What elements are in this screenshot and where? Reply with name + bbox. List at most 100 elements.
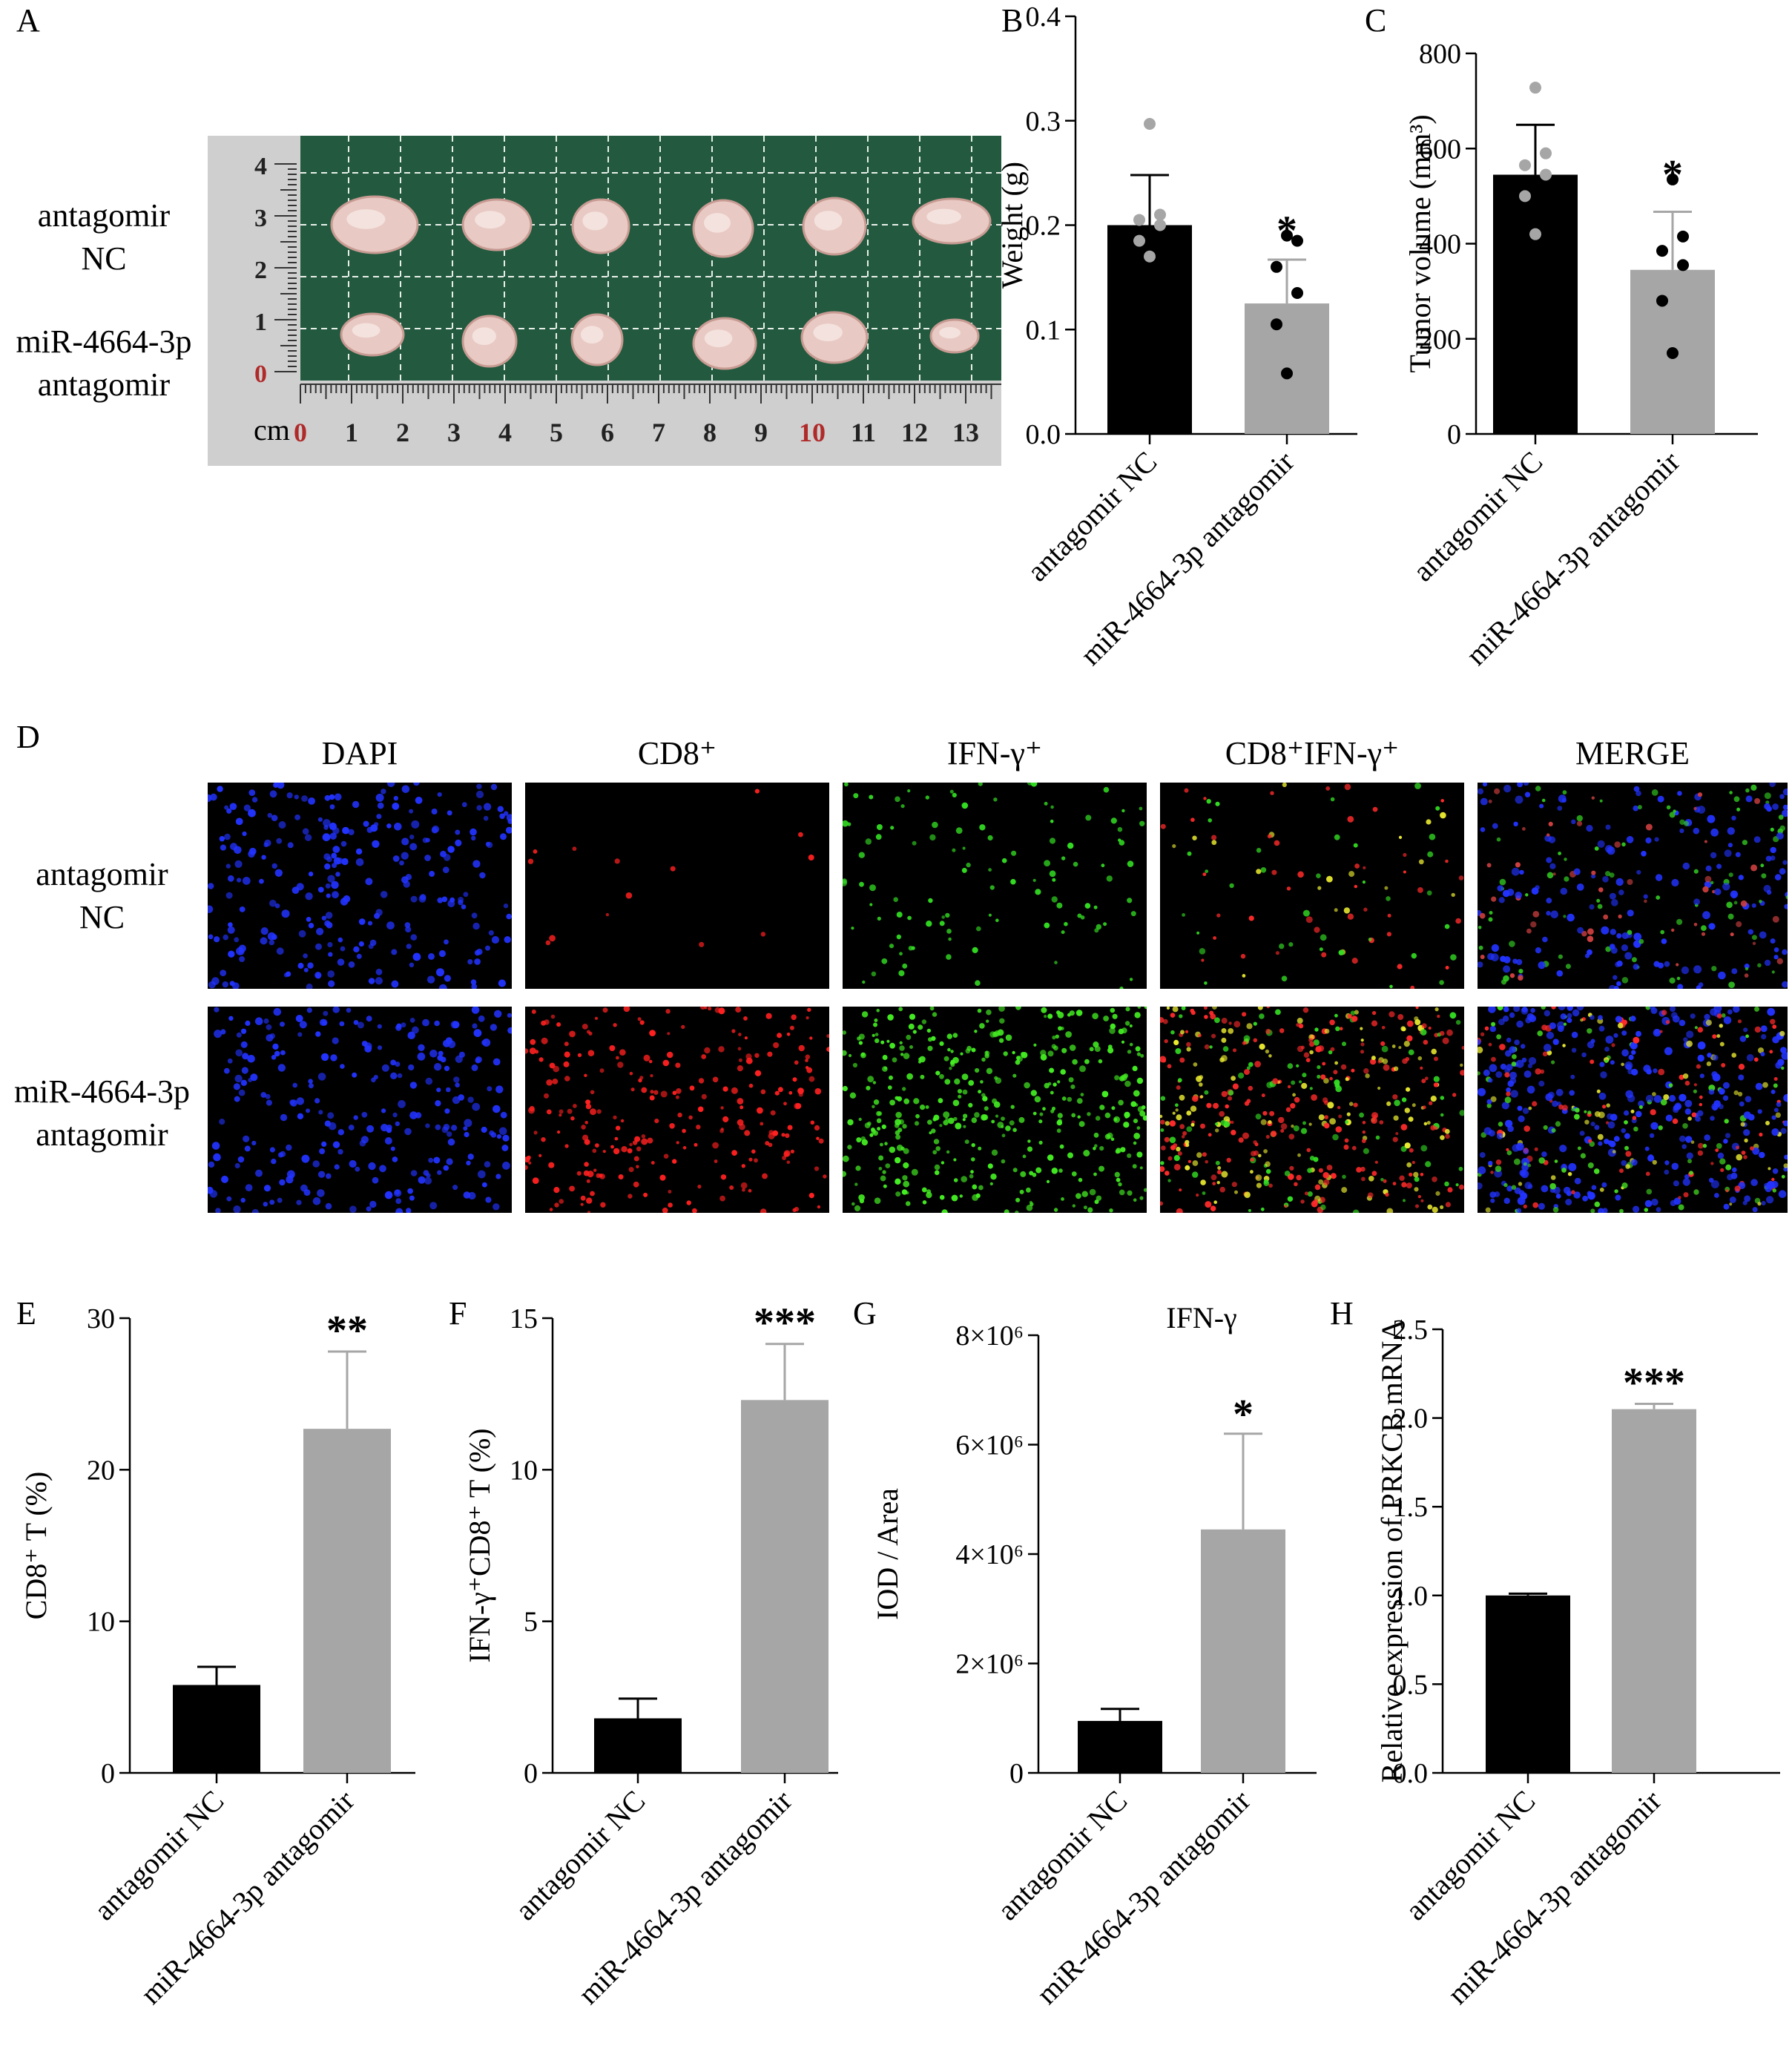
cell-dot <box>946 954 952 960</box>
cell-dot <box>1506 1064 1513 1071</box>
cell-dot <box>306 983 313 989</box>
cell-dot <box>1460 1070 1464 1076</box>
cell-dot <box>1381 1045 1389 1053</box>
cell-dot <box>1693 965 1702 974</box>
cell-dot <box>928 898 933 904</box>
cell-dot <box>896 912 903 918</box>
cell-dot <box>1308 1122 1312 1126</box>
cell-dot <box>1503 975 1509 982</box>
cell-dot <box>1429 833 1436 840</box>
cell-dot <box>629 1142 633 1147</box>
cell-dot <box>1597 904 1603 909</box>
cell-dot <box>391 980 399 988</box>
cell-dot <box>843 1050 847 1056</box>
cell-dot <box>861 1011 869 1018</box>
cell-dot <box>334 1164 340 1170</box>
cell-dot <box>1303 1052 1310 1058</box>
cell-dot <box>676 1088 682 1094</box>
cell-dot <box>1626 836 1634 843</box>
cell-dot <box>1137 1007 1141 1009</box>
data-point <box>1529 82 1541 94</box>
cell-dot <box>1012 1128 1017 1133</box>
cell-dot <box>777 1033 783 1039</box>
cell-dot <box>227 926 235 934</box>
cell-dot <box>623 1007 630 1013</box>
data-point <box>1519 190 1531 203</box>
cell-dot <box>1576 820 1583 826</box>
cell-dot <box>1440 799 1444 803</box>
cell-dot <box>1403 852 1407 858</box>
cell-dot <box>1690 1013 1696 1019</box>
cell-dot <box>1098 1165 1104 1172</box>
cell-dot <box>1109 1208 1113 1213</box>
cell-dot <box>298 929 306 938</box>
cell-dot <box>1015 1210 1019 1213</box>
cell-dot <box>1263 1179 1269 1185</box>
cell-dot <box>386 823 392 829</box>
cell-dot <box>1581 1052 1587 1058</box>
cell-dot <box>1003 1051 1008 1056</box>
cell-dot <box>898 1007 903 1012</box>
cell-dot <box>1783 1163 1788 1168</box>
cell-dot <box>376 814 382 820</box>
cell-dot <box>1133 1119 1139 1124</box>
cell-dot <box>1584 1119 1590 1125</box>
cell-dot <box>1671 1012 1678 1018</box>
cell-dot <box>1210 1205 1216 1211</box>
cell-dot <box>381 1108 386 1113</box>
cell-dot <box>941 1161 945 1165</box>
cell-dot <box>1509 1077 1517 1085</box>
cell-dot <box>1633 964 1639 970</box>
cell-dot <box>1221 1018 1228 1024</box>
cell-dot <box>1515 1059 1524 1068</box>
cell-dot <box>358 941 364 947</box>
cell-dot <box>961 802 969 809</box>
cell-dot <box>1161 1145 1166 1151</box>
cell-dot <box>1109 1027 1116 1034</box>
panel-letter-b: B <box>1001 2 1024 39</box>
cell-dot <box>882 1055 888 1060</box>
cell-dot <box>1664 961 1670 967</box>
cell-dot <box>1644 899 1647 904</box>
cell-dot <box>1040 1050 1047 1056</box>
cell-dot <box>366 1125 375 1133</box>
cell-dot <box>332 863 337 869</box>
cell-dot <box>1167 1156 1173 1161</box>
cell-dot <box>405 926 412 933</box>
cell-dot <box>237 1156 245 1163</box>
cell-dot <box>1317 1074 1321 1079</box>
cell-dot <box>903 1162 909 1169</box>
cell-dot <box>1398 1046 1402 1050</box>
cell-dot <box>921 1019 927 1024</box>
cell-dot <box>476 805 482 811</box>
cell-dot <box>1701 932 1706 936</box>
cell-dot <box>960 1052 963 1056</box>
cell-dot <box>951 1194 958 1202</box>
cell-dot <box>854 1182 858 1186</box>
cell-dot <box>1202 1152 1207 1157</box>
cell-dot <box>980 1080 984 1084</box>
cell-dot <box>1777 1059 1785 1066</box>
cell-dot <box>880 1040 885 1044</box>
cell-dot <box>1627 929 1633 935</box>
cell-dot <box>208 1161 215 1168</box>
cell-dot <box>1403 1041 1410 1047</box>
cell-dot <box>367 921 373 926</box>
cell-dot <box>409 962 415 967</box>
cell-dot <box>1584 1110 1587 1113</box>
cell-dot <box>247 1055 255 1063</box>
y-axis-label: Tumor volume (mm³) <box>1403 114 1437 372</box>
cell-dot <box>1689 1171 1693 1175</box>
cell-dot <box>894 1123 900 1128</box>
cell-dot <box>1597 1133 1604 1140</box>
cell-dot <box>1682 1178 1690 1186</box>
cell-dot <box>1395 1132 1399 1136</box>
cell-dot <box>1679 828 1684 834</box>
cell-dot <box>1716 863 1722 869</box>
cell-dot <box>453 1076 460 1083</box>
cell-dot <box>1728 872 1733 878</box>
cell-dot <box>322 833 331 841</box>
panel-letter-a: A <box>16 2 40 39</box>
cell-dot <box>641 1087 648 1093</box>
cell-dot <box>1297 1153 1301 1157</box>
